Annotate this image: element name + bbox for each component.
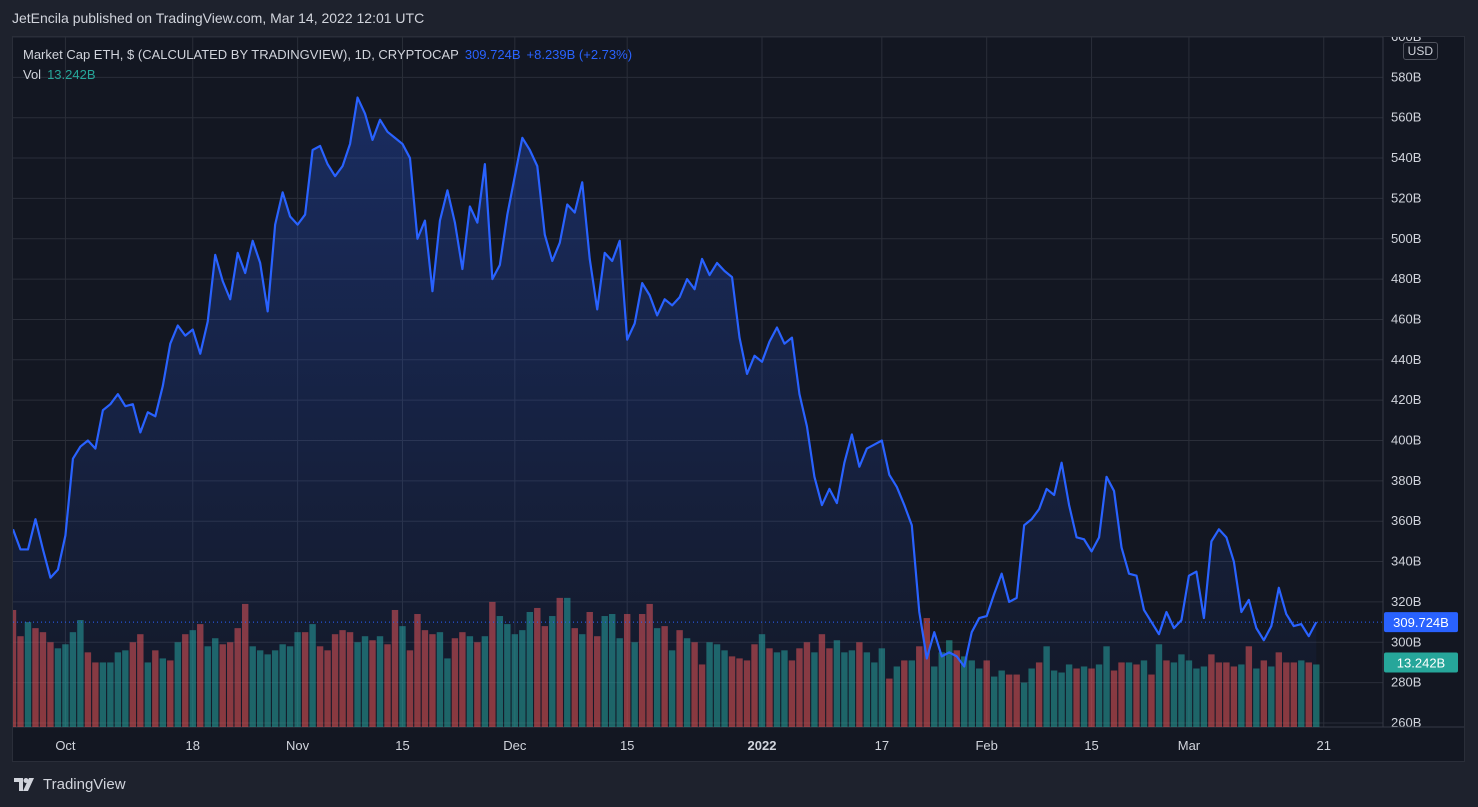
price-chart-svg[interactable]: 600B 580B 560B 540B 520B 500B 480B 460B 440B 420B… xyxy=(13,37,1464,761)
published-by-line: JetEncila published on TradingView.com, … xyxy=(12,10,425,26)
tradingview-logo-icon xyxy=(14,777,34,791)
last-price-tag-bg xyxy=(1384,612,1458,633)
chart-legend: Market Cap ETH, $ (CALCULATED BY TRADING… xyxy=(23,45,632,85)
currency-button[interactable]: USD xyxy=(1402,42,1438,60)
x-axis-tick-label: 15 xyxy=(1084,738,1098,753)
y-axis-tick-label: 400B xyxy=(1391,433,1421,448)
x-axis-tick-label: Oct xyxy=(55,738,76,753)
y-axis-tick-label: 280B xyxy=(1391,675,1421,690)
chart-panel[interactable]: 600B 580B 560B 540B 520B 500B 480B 460B 440B 420B… xyxy=(12,36,1465,762)
y-axis-tick-label: 480B xyxy=(1391,271,1421,286)
volume-value: 13.242B xyxy=(47,67,96,82)
x-axis-tick-label: 21 xyxy=(1317,738,1331,753)
price-area-fill xyxy=(13,97,1317,727)
symbol-title[interactable]: Market Cap ETH, $ (CALCULATED BY TRADING… xyxy=(23,47,459,62)
x-axis-tick-label: 17 xyxy=(875,738,889,753)
y-axis-tick-label: 500B xyxy=(1391,231,1421,246)
price-change-value: +8.239B (+2.73%) xyxy=(526,47,633,62)
x-axis-tick-label: Feb xyxy=(975,738,997,753)
y-axis-tick-label: 600B xyxy=(1391,37,1421,44)
tradingview-brand-text: TradingView xyxy=(43,776,126,793)
time-axis: Oct 18 Nov 15 Dec 15 2022 17 Feb 15 Mar 21 xyxy=(13,726,1464,753)
y-axis-tick-label: 520B xyxy=(1391,190,1421,205)
price-line xyxy=(13,96,1318,668)
y-axis-tick-label: 320B xyxy=(1391,594,1421,609)
y-axis-tick-label: 460B xyxy=(1391,311,1421,326)
symbol-legend-row: Market Cap ETH, $ (CALCULATED BY TRADING… xyxy=(23,45,632,65)
last-price-tag: 309.724B xyxy=(1393,615,1449,630)
x-axis-tick-label: 2022 xyxy=(748,738,777,753)
last-volume-tag: 13.242B xyxy=(1397,655,1445,670)
x-axis-tick-label: 18 xyxy=(186,738,200,753)
y-axis-tick-label: 540B xyxy=(1391,150,1421,165)
x-axis-tick-label: Dec xyxy=(503,738,527,753)
x-axis-tick-label: 15 xyxy=(395,738,409,753)
last-volume-tag-bg xyxy=(1384,652,1458,673)
y-axis-tick-label: 300B xyxy=(1391,634,1421,649)
volume-legend-row: Vol 13.242B xyxy=(23,65,632,85)
tradingview-logo[interactable]: TradingView xyxy=(14,776,126,793)
y-axis-tick-label: 340B xyxy=(1391,554,1421,569)
y-axis-tick-label: 560B xyxy=(1391,110,1421,125)
y-axis-tick-label: 380B xyxy=(1391,473,1421,488)
x-axis-tick-label: Mar xyxy=(1178,738,1201,753)
y-axis-tick-label: 580B xyxy=(1391,69,1421,84)
last-price-value: 309.724B xyxy=(464,47,521,62)
y-axis-tick-label: 260B xyxy=(1391,715,1421,730)
x-axis-tick-label: 15 xyxy=(620,738,634,753)
y-axis-tick-label: 420B xyxy=(1391,392,1421,407)
x-axis-tick-label: Nov xyxy=(286,738,310,753)
y-axis-tick-label: 440B xyxy=(1391,352,1421,367)
y-axis-tick-label: 360B xyxy=(1391,513,1421,528)
volume-label[interactable]: Vol xyxy=(23,67,42,82)
